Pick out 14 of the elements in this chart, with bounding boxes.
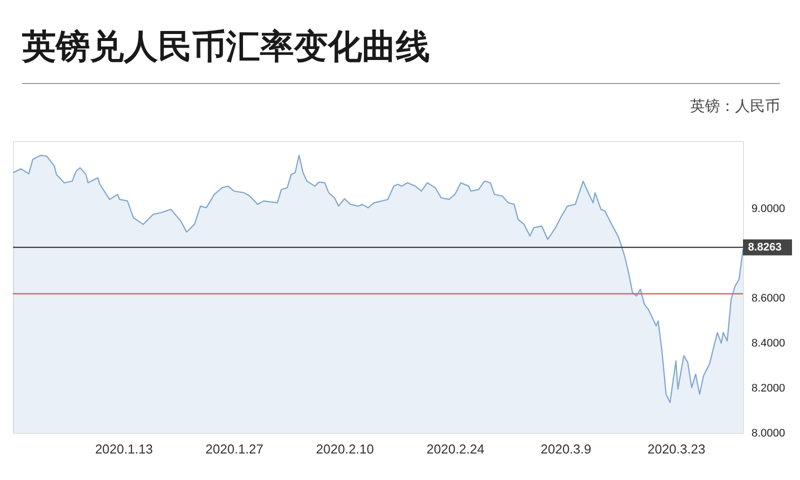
x-tick-label: 2020.2.24: [426, 442, 484, 456]
x-tick-label: 2020.3.9: [540, 442, 592, 456]
y-tick-label: 8.6000: [752, 292, 786, 305]
chart-subtitle: 英镑：人民币: [690, 97, 780, 116]
y-tick-label: 9.0000: [752, 202, 786, 215]
y-tick-label: 8.2000: [752, 382, 786, 395]
chart-title: 英镑兑人民币汇率变化曲线: [22, 27, 430, 68]
x-tick-label: 2020.3.23: [647, 442, 706, 456]
x-tick-label: 2020.1.13: [95, 442, 153, 456]
x-tick-label: 2020.2.10: [316, 442, 374, 456]
y-tick-label: 8.4000: [752, 338, 786, 350]
ref-line-label: 8.8263: [748, 241, 782, 254]
x-tick-label: 2020.1.27: [206, 442, 264, 456]
y-tick-label: 8.0000: [752, 428, 786, 440]
